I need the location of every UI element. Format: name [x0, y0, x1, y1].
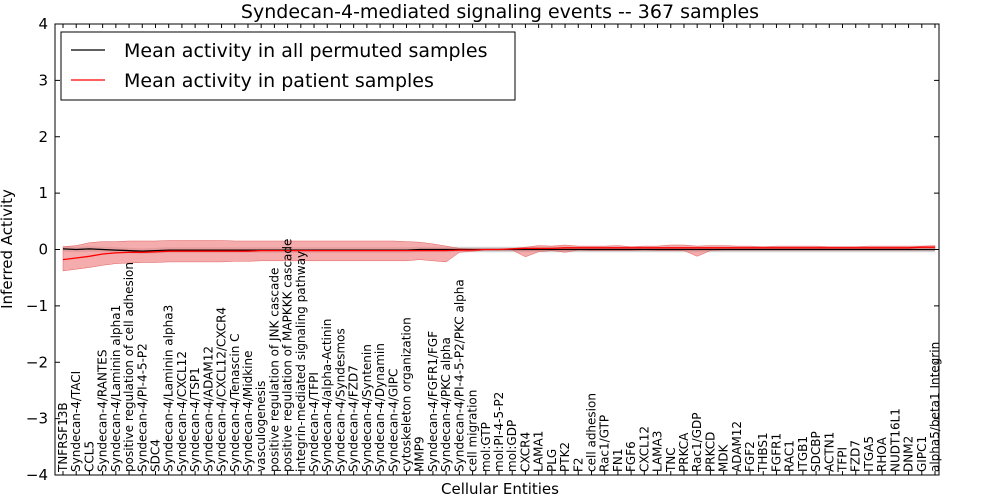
xtick-label: mol:PI-4-5-P2: [492, 392, 506, 472]
xtick-label: LAMA1: [532, 431, 546, 472]
xtick-label: Rac1/GDP: [690, 413, 704, 472]
xtick-label: Syndecan-4/Midkine: [241, 351, 255, 472]
xtick-label: ITGA5: [862, 436, 876, 472]
ytick-label: 1: [38, 184, 48, 202]
xtick-label: FGFR1: [769, 433, 783, 472]
xtick-label: Syndecan-4/PI-4-5-P2/PKC alpha: [452, 279, 466, 472]
xtick-label: MMP9: [413, 436, 427, 472]
xtick-label: Syndecan-4/TACI: [69, 371, 83, 472]
xtick-label: Syndecan-4/Syndesmos: [333, 328, 347, 472]
xtick-label: Rac1/GTP: [598, 415, 612, 472]
legend-box: [60, 31, 516, 101]
xtick-label: Syndecan-4/alpha-Actinin: [320, 319, 334, 472]
xtick-label: CXCL12: [637, 426, 651, 472]
legend-label-patient: Mean activity in patient samples: [124, 70, 434, 92]
xtick-label: F2: [571, 457, 585, 472]
xtick-label: Syndecan-4/Dynamin: [373, 343, 387, 472]
xtick-label: TNC: [664, 447, 678, 473]
xtick-label: positive regulation of cell adhesion: [122, 262, 136, 472]
xtick-label: Syndecan-4/Laminin alpha3: [162, 305, 176, 472]
xtick-label: cytoskeleton organization: [400, 317, 414, 472]
ytick-label: 3: [38, 71, 48, 89]
xtick-label: Syndecan-4/Laminin alpha1: [109, 305, 123, 472]
xtick-label: Syndecan-4/FZD7: [347, 365, 361, 472]
xtick-label: ADAM12: [730, 421, 744, 472]
xtick-label: Syndecan-4/ADAM12: [201, 346, 215, 472]
xtick-label: Syndecan-4/PI-4-5-P2: [135, 343, 149, 472]
xtick-label: positive regulation of MAPKKK cascade: [281, 239, 295, 472]
patient-line-layer: [62, 246, 935, 261]
xtick-label: mol:GDP: [505, 420, 519, 472]
xtick-label: ITGB1: [796, 436, 810, 472]
xtick-label: SDC4: [148, 439, 162, 472]
xtick-label: Syndecan-4/Tenascin C: [228, 333, 242, 472]
xtick-label: FZD7: [849, 440, 863, 472]
xtick-label: Syndecan-4/TFPI: [307, 372, 321, 472]
xtick-label: FGF6: [624, 441, 638, 472]
xtick-label: CCL5: [82, 441, 96, 472]
ytick-label: −1: [26, 297, 48, 315]
patient-band-layer: [62, 240, 936, 272]
xtick-label: Syndecan-4/Syntenin: [360, 344, 374, 472]
xtick-label: mol:GTP: [479, 422, 493, 472]
y-axis-label: Inferred Activity: [0, 189, 16, 309]
x-axis-label: Cellular Entities: [441, 480, 559, 498]
xtick-label: RAC1: [783, 440, 797, 472]
xtick-label: Syndecan-4/CXCL12/CXCR4: [215, 307, 229, 472]
xtick-label: PRKCA: [677, 432, 691, 472]
ytick-label: −3: [26, 410, 48, 428]
chart-title: Syndecan-4-mediated signaling events -- …: [241, 1, 759, 23]
xtick-label: PTK2: [558, 442, 572, 472]
xtick-label: Syndecan-4/RANTES: [96, 350, 110, 472]
xtick-label: positive regulation of JNK cascade: [267, 268, 281, 472]
xtick-label: LAMA3: [651, 431, 665, 472]
xtick-label: PRKCD: [703, 432, 717, 472]
legend-label-permuted: Mean activity in all permuted samples: [124, 40, 487, 62]
ytick-label: 4: [38, 15, 48, 33]
xtick-label: SDCBP: [809, 431, 823, 472]
xtick-label: Syndecan-4/CXCL12: [175, 351, 189, 472]
xtick-label: GIPC1: [915, 436, 929, 472]
xtick-label: Syndecan-4/TSP1: [188, 367, 202, 472]
ytick-layer: −4 −3 −2 −1 0 1 2 3 4: [26, 15, 939, 484]
xtick-label: DNM2: [902, 436, 916, 472]
legend: Mean activity in all permuted samples Me…: [60, 31, 516, 101]
xtick-label: cell adhesion: [584, 393, 598, 472]
xtick-label: PLG: [545, 449, 559, 472]
xtick-label: Syndecan-4/PKC alpha: [439, 337, 453, 472]
xtick-label: integrin-mediated signaling pathway: [294, 251, 308, 472]
xtick-label: FGF2: [743, 441, 757, 472]
xtick-label: THBS1: [756, 432, 770, 473]
xtick-label: TFPI: [836, 447, 850, 473]
ytick-label: 0: [38, 241, 48, 259]
xtick-label: ACTN1: [822, 432, 836, 472]
xtick-label: FN1: [611, 448, 625, 472]
patient-band: [62, 240, 936, 272]
xtick-label: CXCR4: [518, 432, 532, 472]
xtick-label: alpha5/beta1 Integrin: [928, 342, 942, 472]
xtick-label: vasculogenesis: [254, 381, 268, 472]
xtick-label: MDK: [717, 443, 731, 472]
xtick-label: TNFRSF13B: [56, 402, 70, 473]
ytick-label: −4: [26, 466, 48, 484]
ytick-label: 2: [38, 128, 48, 146]
patient-mean-line: [62, 246, 935, 261]
xtick-label: NUDT16L1: [888, 408, 902, 472]
xtick-label: cell migration: [466, 390, 480, 472]
xtick-layer: TNFRSF13B Syndecan-4/TACI CCL5 Syndecan-4/R…: [56, 24, 942, 475]
xtick-label: RHOA: [875, 436, 889, 472]
xtick-label: Syndecan-4/GIPC: [386, 369, 400, 472]
ytick-label: −2: [26, 353, 48, 371]
xtick-label: Syndecan-4/FGFR1/FGF: [426, 331, 440, 472]
